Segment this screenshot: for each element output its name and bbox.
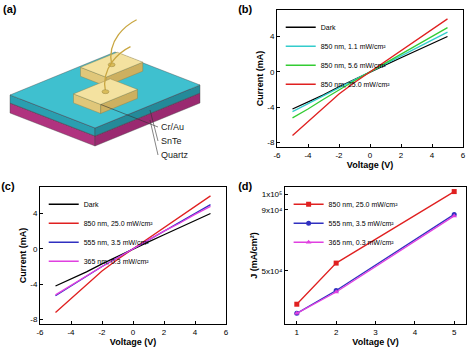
svg-text:9x10⁴: 9x10⁴ [262, 206, 283, 215]
svg-text:1: 1 [295, 328, 300, 337]
svg-text:1x10⁵: 1x10⁵ [262, 190, 283, 199]
svg-text:(d): (d) [238, 180, 252, 192]
svg-text:Quartz: Quartz [161, 150, 189, 160]
svg-text:-2: -2 [98, 328, 106, 337]
svg-text:Voltage (V): Voltage (V) [352, 337, 398, 347]
svg-text:4: 4 [270, 32, 275, 41]
svg-text:Current (mA): Current (mA) [255, 51, 265, 107]
svg-text:2: 2 [399, 151, 404, 160]
svg-text:(c): (c) [1, 180, 15, 192]
svg-text:J (mA/cm²): J (mA/cm²) [249, 232, 259, 279]
svg-text:-8: -8 [267, 138, 275, 147]
svg-text:-6: -6 [36, 328, 44, 337]
svg-text:0: 0 [368, 151, 373, 160]
svg-text:(b): (b) [238, 3, 252, 15]
svg-text:Voltage (V): Voltage (V) [347, 160, 393, 170]
svg-text:5: 5 [452, 328, 457, 337]
svg-text:850 nm, 5.6 mW/cm²: 850 nm, 5.6 mW/cm² [321, 62, 387, 69]
svg-text:6: 6 [224, 328, 229, 337]
svg-text:3: 3 [373, 328, 378, 337]
svg-text:850 nm, 25.0 mW/cm²: 850 nm, 25.0 mW/cm² [321, 81, 391, 88]
svg-text:-4: -4 [67, 328, 75, 337]
svg-text:SnTe: SnTe [161, 136, 182, 146]
svg-text:-2: -2 [335, 151, 343, 160]
svg-text:-8: -8 [30, 315, 38, 324]
svg-text:850 nm, 25.0 mW/cm²: 850 nm, 25.0 mW/cm² [84, 220, 154, 227]
svg-text:2: 2 [162, 328, 167, 337]
svg-text:4: 4 [413, 328, 418, 337]
svg-text:0: 0 [131, 328, 136, 337]
svg-text:6: 6 [461, 151, 466, 160]
svg-text:-4: -4 [30, 280, 38, 289]
svg-text:2: 2 [334, 328, 339, 337]
svg-text:555 nm, 3.5 mW/cm²: 555 nm, 3.5 mW/cm² [329, 220, 395, 227]
svg-text:Current (mA): Current (mA) [18, 228, 28, 284]
svg-text:850 nm, 1.1 mW/cm²: 850 nm, 1.1 mW/cm² [321, 43, 387, 50]
svg-text:-4: -4 [267, 103, 275, 112]
svg-text:4: 4 [33, 209, 38, 218]
svg-text:4: 4 [193, 328, 198, 337]
svg-text:0: 0 [270, 68, 275, 77]
svg-text:-4: -4 [304, 151, 312, 160]
svg-text:Voltage (V): Voltage (V) [110, 337, 156, 347]
svg-text:365 nm, 0.3 mW/cm²: 365 nm, 0.3 mW/cm² [329, 239, 395, 246]
svg-text:5x10⁴: 5x10⁴ [262, 267, 283, 276]
svg-text:(a): (a) [3, 3, 17, 15]
svg-text:365 nm, 0.3 mW/cm²: 365 nm, 0.3 mW/cm² [84, 258, 150, 265]
svg-text:Dark: Dark [321, 24, 336, 31]
svg-text:4: 4 [430, 151, 435, 160]
svg-text:850 nm, 25.0 mW/cm²: 850 nm, 25.0 mW/cm² [329, 201, 399, 208]
svg-text:-6: -6 [273, 151, 281, 160]
svg-text:0: 0 [33, 245, 38, 254]
svg-text:555 nm, 3.5 mW/cm²: 555 nm, 3.5 mW/cm² [84, 239, 150, 246]
svg-text:Dark: Dark [84, 201, 99, 208]
svg-text:Cr/Au: Cr/Au [161, 122, 184, 132]
